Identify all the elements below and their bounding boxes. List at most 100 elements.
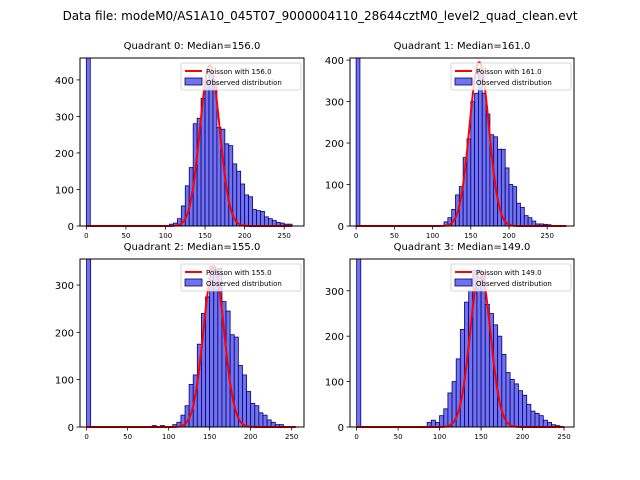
quadrant-3-xtick-label-250: 250 [557,433,570,441]
quadrant-1-ytick-label-0: 0 [338,222,344,233]
quadrant-0-bar-19 [240,183,246,227]
quadrant-2-ytick-label-200: 200 [55,328,74,339]
quadrant-1-xtick-label-50: 50 [390,232,399,240]
quadrant-0-xtick-label-250: 250 [278,232,291,240]
quadrant-3-legend-box [450,263,572,292]
quadrant-0-bar-23 [256,210,261,227]
quadrant-2-bar-11 [205,296,211,428]
quadrant-2-ytick-label-0: 0 [68,423,74,434]
quadrant-0-xtick-label-50: 50 [121,232,130,240]
quadrant-2-bar-21 [246,391,252,428]
quadrant-0-legend-bars-label: Observed distribution [206,79,282,87]
quadrant-2-bar-0 [86,258,92,428]
quadrant-1-legend: Poisson with 161.0 Observed distribution [450,62,572,91]
quadrant-2-panel: 0 50 100 150 200 250 0 100 200 300 Poisson with 15… [55,258,305,441]
quadrant-2-bar-25 [262,414,268,428]
quadrant-3-bar-23 [518,390,523,428]
quadrant-3-ytick-label-200: 200 [325,332,344,343]
quadrant-1-bar-23 [527,217,533,227]
quadrant-2-xtick-label-150: 150 [203,433,216,441]
quadrant-0-bar-25 [264,216,269,227]
quadrant-1-bar-22 [523,215,529,227]
quadrant-1-axes-frame [349,57,575,227]
quadrant-3-bar-18 [497,335,503,428]
quadrant-0-legend-bars-swatch [184,77,203,86]
quadrant-3-bar-4 [439,415,445,428]
quadrant-2-xtick-label-250: 250 [285,433,298,441]
quadrant-3-ytick-label-0: 0 [338,423,344,434]
quadrant-3-legend-bars-swatch [454,278,473,287]
quadrant-2-axes-frame [79,258,305,428]
quadrant-3-title: Quadrant 3: Median=149.0 [394,242,531,253]
quadrant-1-legend-bars-swatch [454,77,473,86]
quadrant-3-bar-27 [534,412,540,428]
quadrant-2-xtick-label-50: 50 [123,433,132,441]
quadrant-3-ytick-label-100: 100 [325,378,344,389]
quadrant-3-bar-22 [513,383,519,428]
quadrant-2-legend: Poisson with 155.0 Observed distribution [180,263,302,292]
quadrant-1-xtick-label-0: 0 [354,232,358,240]
quadrant-3-axes-frame [349,258,575,428]
quadrant-1-ytick-label-400: 400 [325,56,344,67]
quadrant-1-ytick-label-200: 200 [325,139,344,150]
quadrant-1-bar-11 [481,92,487,227]
quadrant-2-legend-box [180,263,302,292]
quadrant-1-title: Quadrant 1: Median=161.0 [394,41,531,52]
quadrant-3-bar-29 [542,419,548,428]
quadrant-1-xtick-label-100: 100 [426,232,439,240]
quadrant-1-bar-0 [355,57,361,227]
quadrant-2-ytick-label-100: 100 [55,376,74,387]
quadrant-3-bar-5 [443,408,449,428]
quadrant-1-bar-19 [512,186,518,227]
quadrant-2-ytick-label-300: 300 [55,281,74,292]
quadrant-0-axes-frame [79,57,305,227]
quadrant-0-xtick-label-150: 150 [198,232,211,240]
quadrant-2-legend-bars-swatch [184,278,203,287]
quadrant-2-bar-13 [213,270,219,428]
quadrant-1-legend-curve-label: Poisson with 161.0 [476,68,542,76]
quadrant-0-bar-26 [267,218,273,227]
quadrant-1-bar-18 [508,184,514,227]
quadrant-0-bar-18 [236,170,242,227]
quadrant-2-xtick-label-0: 0 [84,433,88,441]
quadrant-2-bar-23 [254,405,260,428]
quadrant-3-bar-2 [430,419,436,428]
quadrant-3-xtick-label-200: 200 [516,433,529,441]
quadrant-0-legend-box [180,62,302,91]
quadrant-3-panel: 0 50 100 150 200 250 0 100 200 300 Poisson with 14… [325,258,575,441]
quadrant-1-ytick-label-100: 100 [325,181,344,192]
quadrant-1-xtick-label-250: 250 [541,232,554,240]
quadrant-0-bar-24 [260,210,265,227]
quadrant-1-panel: 0 50 100 150 200 250 0 100 200 300 400 Poisson with… [325,56,575,240]
quadrant-1-legend-bars-label: Observed distribution [476,79,552,87]
quadrant-0-bar-0 [85,57,91,227]
quadrant-2-xtick-label-100: 100 [162,433,175,441]
quadrant-1-bar-17 [504,167,510,227]
quadrant-3-bar-24 [522,394,528,428]
quadrant-3-xtick-label-150: 150 [474,433,487,441]
quadrant-0-xtick-label-100: 100 [159,232,172,240]
quadrant-3-xtick-label-50: 50 [394,433,403,441]
quadrant-1-bar-20 [516,202,521,227]
quadrant-2-bar-26 [266,419,272,428]
quadrant-0-legend: Poisson with 156.0 Observed distribution [180,62,302,91]
figure-suptitle: Data file: modeM0/AS1A10_045T07_90000041… [63,9,578,23]
quadrant-3-bar-13 [476,276,482,428]
quadrant-3-xtick-label-100: 100 [433,433,446,441]
quadrant-0-ytick-label-400: 400 [55,76,74,87]
quadrant-3-bar-0 [356,258,362,428]
quadrant-2-bar-24 [258,412,264,428]
quadrant-2-legend-bars-label: Observed distribution [206,280,282,288]
quadrant-2-legend-curve-label: Poisson with 155.0 [206,269,272,277]
quadrant-3-bar-14 [480,272,486,428]
quadrant-1-bar-10 [478,67,483,227]
quadrant-0-ytick-label-100: 100 [55,185,74,196]
quadrant-3-legend: Poisson with 149.0 Observed distribution [450,263,572,292]
quadrant-2-bar-20 [242,374,247,428]
quadrant-0-xtick-label-200: 200 [238,232,251,240]
quadrant-0-xtick-label-0: 0 [84,232,88,240]
quadrant-0-bar-20 [244,194,249,227]
quadrant-3-bar-25 [526,403,532,428]
quadrant-0-bar-10 [204,81,210,227]
